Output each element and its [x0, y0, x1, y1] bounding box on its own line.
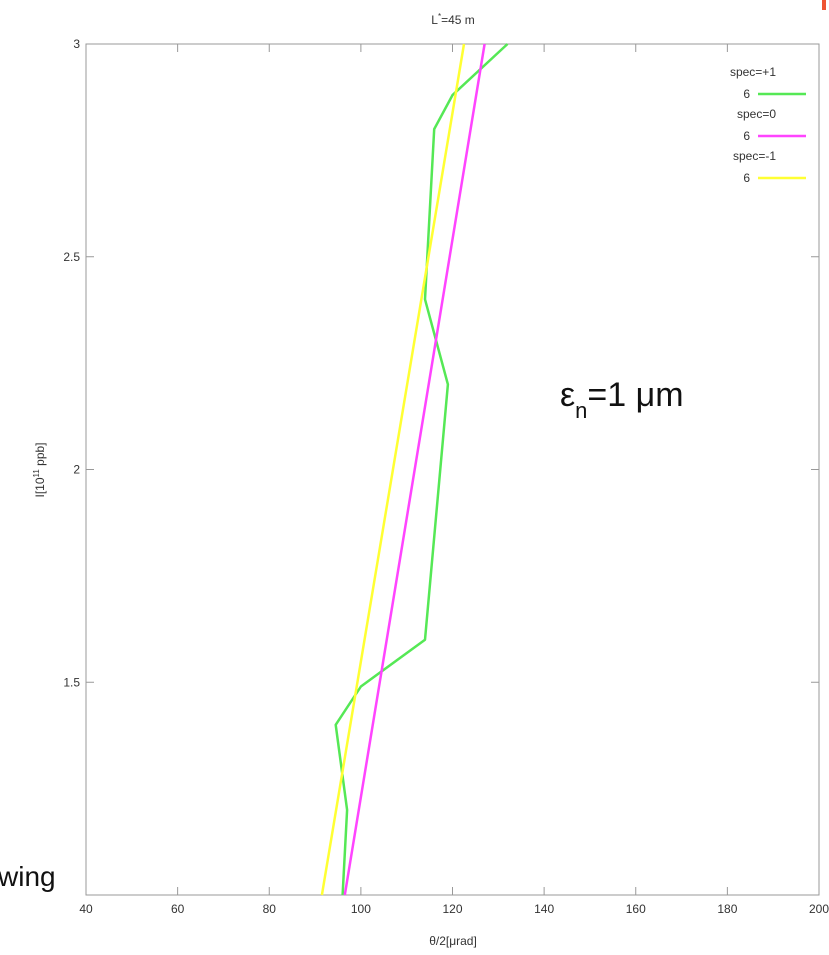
- legend-label: spec=+1: [730, 65, 776, 79]
- x-tick-label: 120: [442, 902, 462, 916]
- corner-marker: [822, 0, 826, 10]
- legend-label-line2: 6: [743, 171, 750, 185]
- overlay-text-fragment: wing: [0, 861, 56, 892]
- series-line-1: [343, 43, 486, 896]
- x-tick-label: 160: [626, 902, 646, 916]
- legend-label-line2: 6: [743, 87, 750, 101]
- x-tick-label: 60: [171, 902, 185, 916]
- legend-label: spec=-1: [733, 149, 776, 163]
- y-axis-ticks: 1.5 2 2.5 3: [63, 37, 819, 689]
- emittance-annotation: εn=1 μm: [560, 376, 684, 423]
- series-line-2: [320, 43, 466, 896]
- series-lines: [320, 43, 509, 896]
- x-tick-label: 100: [351, 902, 371, 916]
- legend-label: spec=0: [737, 107, 776, 121]
- x-axis-label: θ/2[μrad]: [429, 934, 477, 948]
- y-tick-label: 2.5: [63, 250, 80, 264]
- legend: spec=+1 6 spec=0 6 spec=-1 6: [730, 65, 806, 185]
- legend-label-line2: 6: [743, 129, 750, 143]
- x-tick-label: 180: [717, 902, 737, 916]
- x-tick-label: 140: [534, 902, 554, 916]
- x-tick-label: 40: [79, 902, 93, 916]
- plot-frame: [85, 43, 820, 896]
- x-axis-ticks: 40 60 80 100 120 140 160 180 200: [79, 44, 829, 916]
- y-axis-label: I[1011 ppb]: [32, 442, 47, 497]
- y-tick-label: 1.5: [63, 675, 80, 689]
- y-tick-label: 3: [73, 37, 80, 51]
- chart-title: L*=45 m: [431, 12, 475, 27]
- x-tick-label: 80: [263, 902, 277, 916]
- series-line-0: [334, 43, 509, 896]
- x-tick-label: 200: [809, 902, 829, 916]
- y-tick-label: 2: [73, 463, 80, 477]
